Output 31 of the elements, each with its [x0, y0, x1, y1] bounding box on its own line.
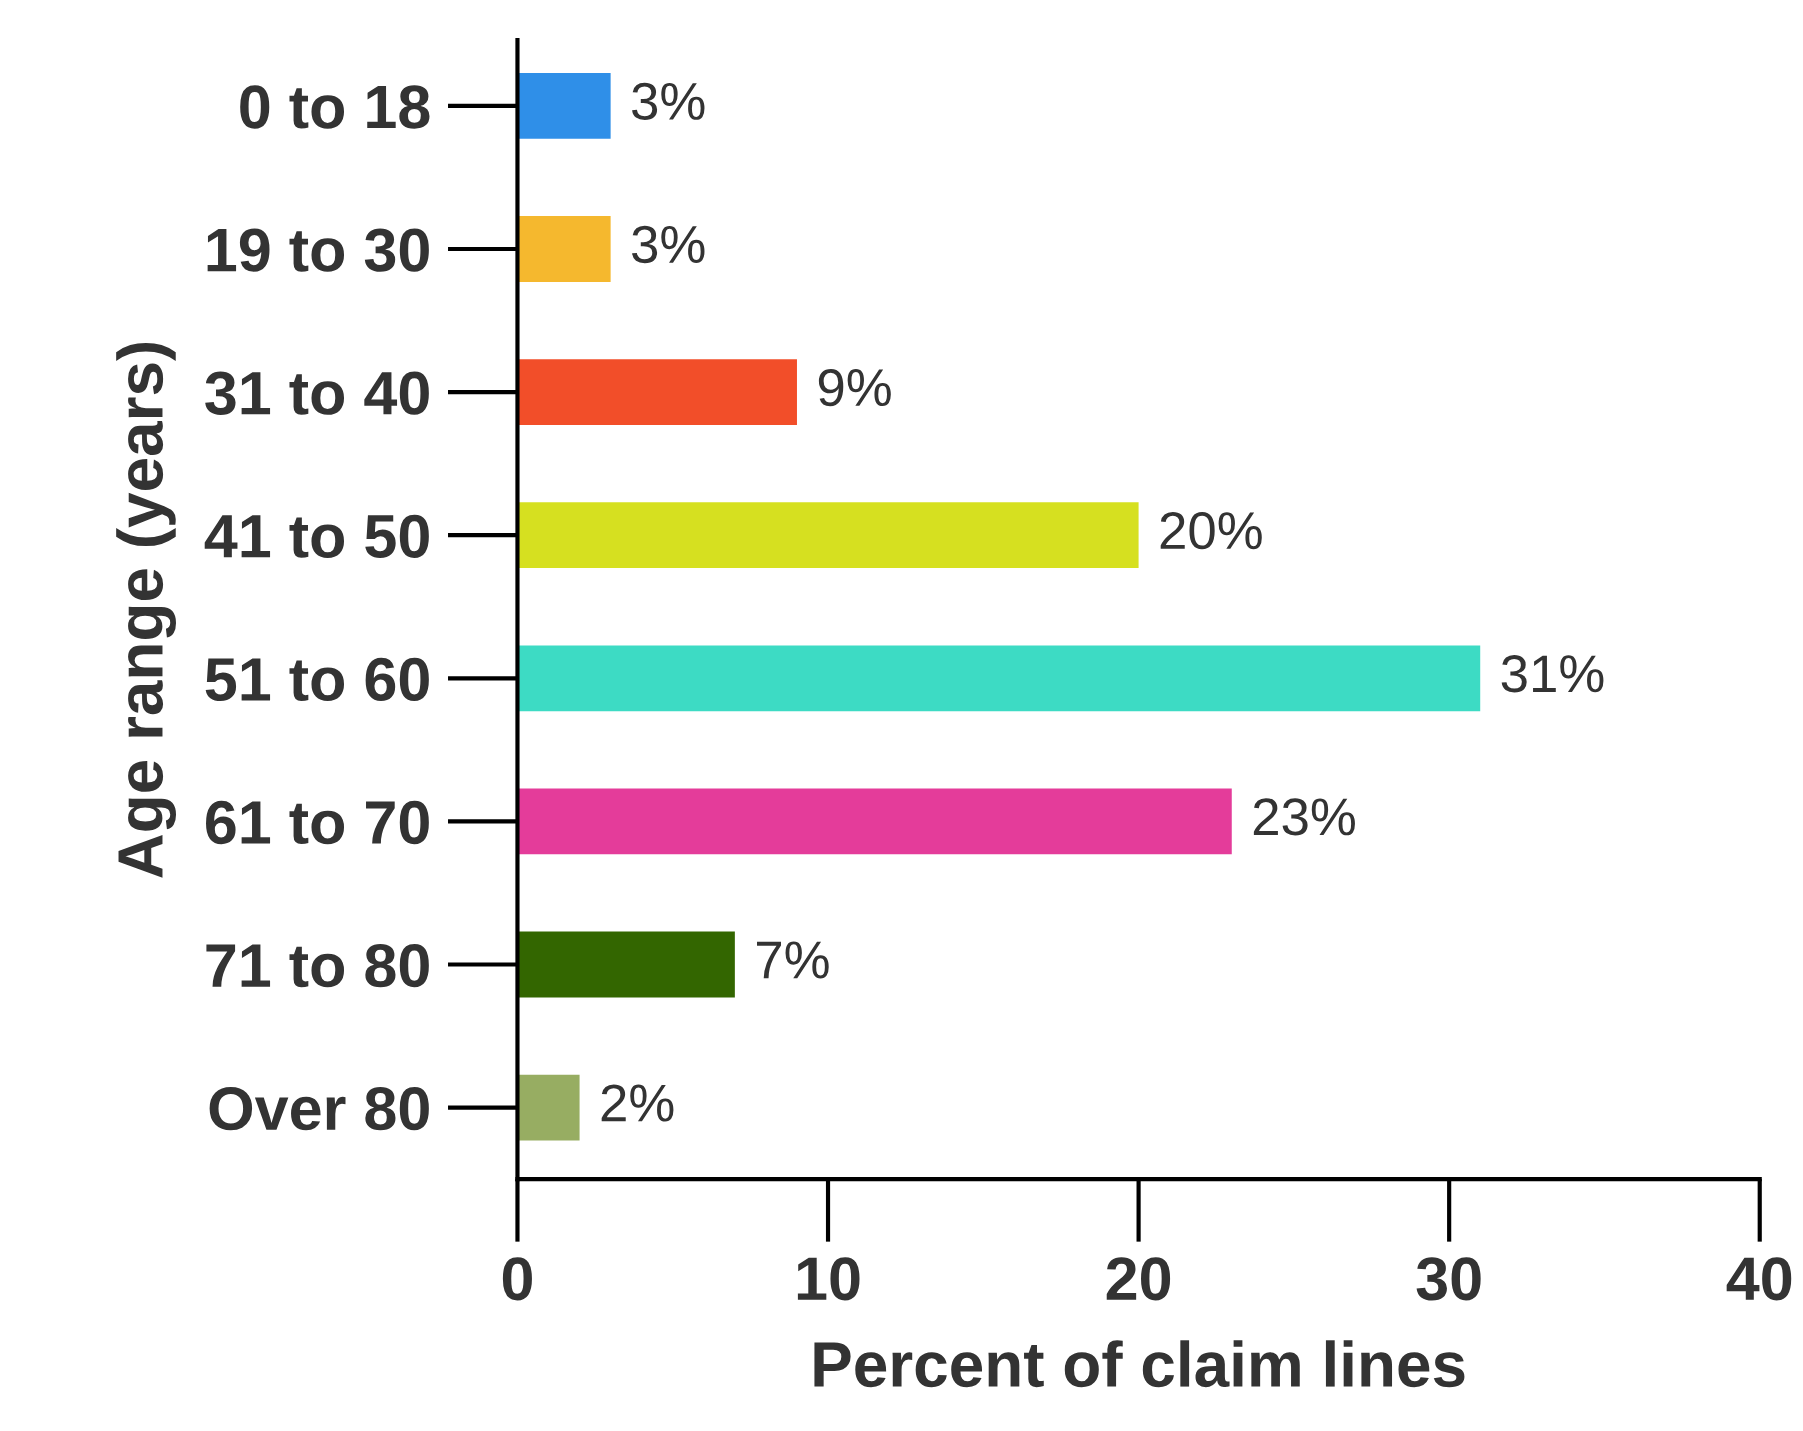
y-tick-label: 19 to 30 — [207, 228, 429, 272]
bar — [517, 216, 611, 282]
data-label: 31% — [1501, 655, 1604, 693]
y-tick-label: 51 to 60 — [205, 657, 429, 702]
y-tick-label: 71 to 80 — [206, 943, 429, 988]
data-label: 23% — [1253, 798, 1355, 836]
bar — [517, 788, 1232, 855]
data-label: 7% — [757, 941, 829, 979]
data-label: 9% — [818, 368, 891, 407]
bar — [517, 931, 735, 998]
data-label: 2% — [601, 1084, 674, 1122]
x-tick-label: 30 — [1416, 1257, 1481, 1301]
bar — [517, 645, 1481, 712]
x-axis-title: Percent of claim lines — [814, 1340, 1465, 1388]
y-tick-label: 31 to 40 — [205, 371, 429, 415]
x-tick-label: 10 — [797, 1257, 860, 1301]
data-label: 3% — [632, 225, 705, 264]
data-label: 3% — [632, 82, 705, 121]
y-axis-title: Age range (years) — [116, 342, 177, 878]
bar — [517, 72, 611, 139]
data-label: 20% — [1160, 511, 1262, 550]
y-tick-label: Over 80 — [209, 1087, 429, 1131]
bar — [517, 359, 797, 426]
y-tick-label: 41 to 50 — [204, 514, 429, 558]
bar — [517, 502, 1139, 569]
x-tick-label: 0 — [502, 1257, 532, 1301]
x-tick-label: 40 — [1726, 1257, 1792, 1301]
x-tick-label: 20 — [1106, 1257, 1171, 1301]
y-tick-label: 61 to 70 — [206, 800, 429, 845]
bar — [517, 1074, 580, 1141]
y-tick-label: 0 to 18 — [240, 85, 430, 129]
